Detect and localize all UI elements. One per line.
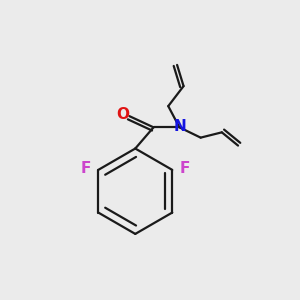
Text: F: F [179,161,190,176]
Text: N: N [173,119,186,134]
Text: F: F [81,161,91,176]
Text: O: O [116,107,129,122]
